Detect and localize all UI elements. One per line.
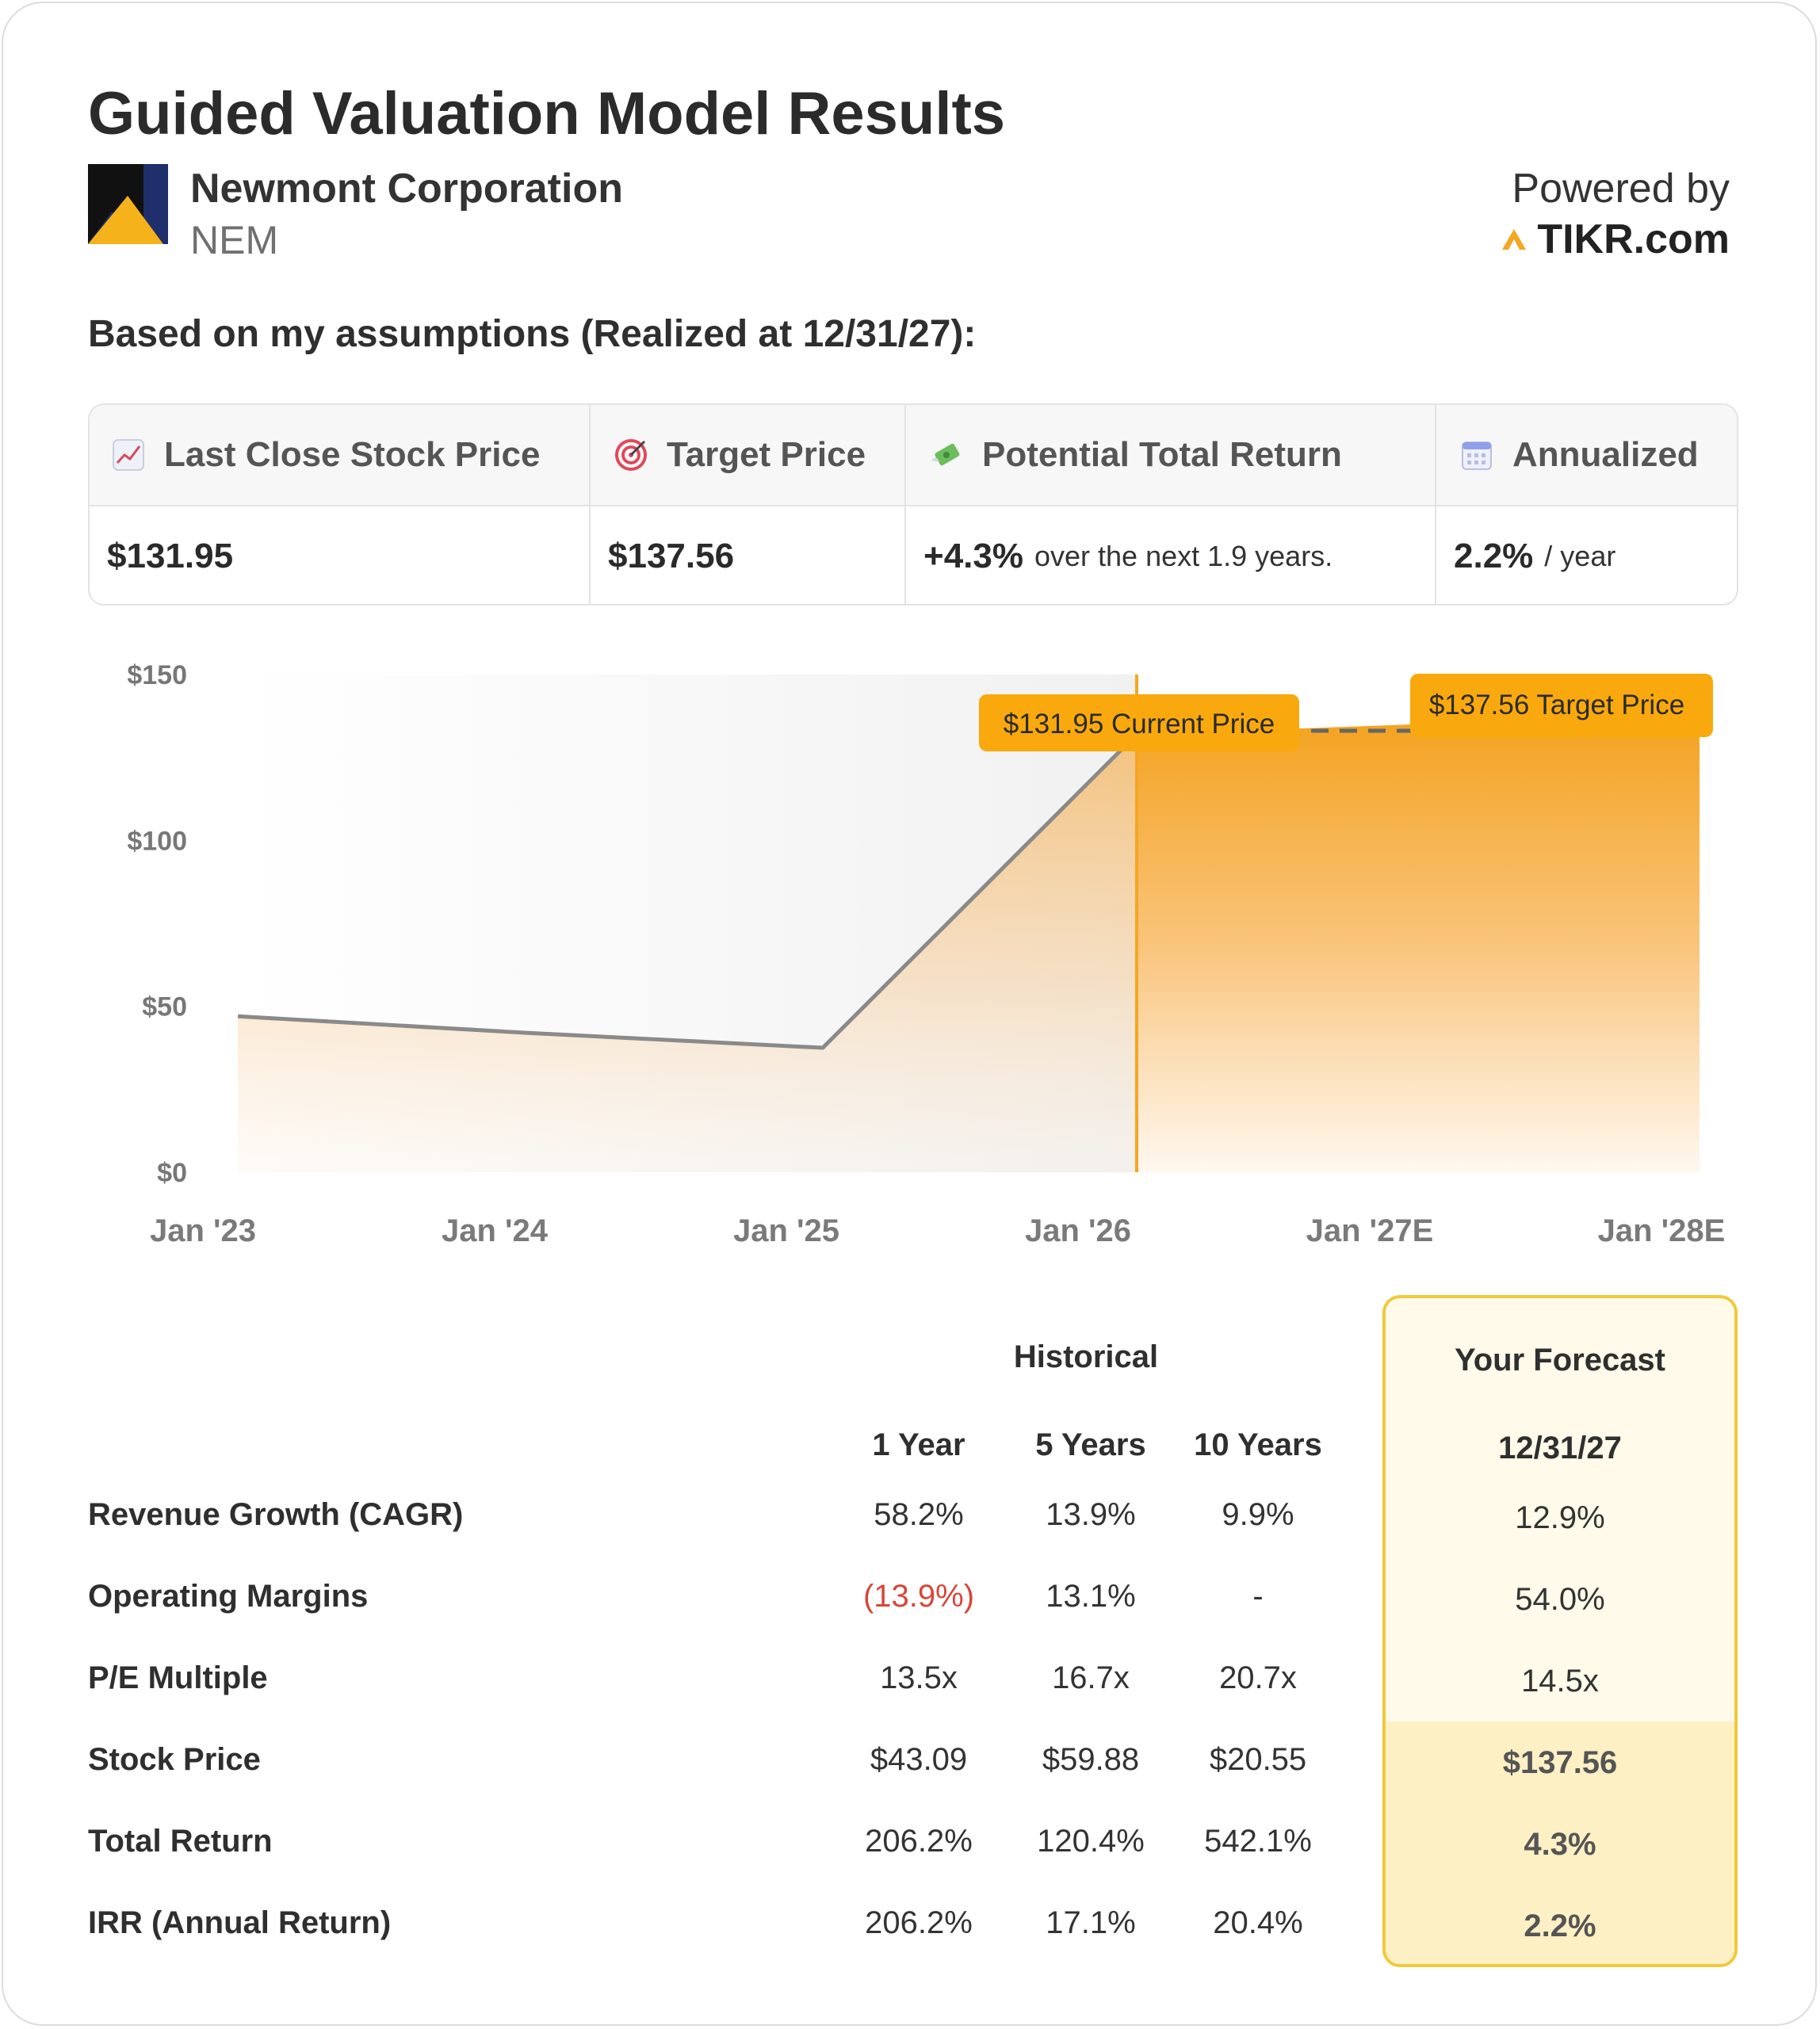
cell-5-years: 120.4% <box>1037 1824 1145 1859</box>
header-label: Last Close Stock Price <box>164 435 541 474</box>
chart-increasing-icon <box>113 439 144 471</box>
header-label: Annualized <box>1512 435 1699 474</box>
total-return-note: over the next 1.9 years. <box>1034 539 1333 572</box>
cell-10-years: 542.1% <box>1204 1824 1312 1859</box>
col-header-forecast-date: 12/31/27 <box>1498 1431 1622 1465</box>
cell-forecast: 2.2% <box>1524 1909 1596 1943</box>
tikr-logo-icon <box>1502 229 1527 250</box>
cell-10-years: $20.55 <box>1209 1742 1307 1777</box>
cell-5-years: $59.88 <box>1042 1742 1140 1777</box>
forecast-header: Your Forecast <box>1455 1343 1665 1378</box>
cell-forecast: 54.0% <box>1515 1582 1605 1617</box>
target-price-tag <box>1410 674 1713 737</box>
summary-table: Last Close Stock Price Target Price Pote… <box>88 403 1738 606</box>
cell-10-years: 20.7x <box>1219 1660 1297 1695</box>
row-label: IRR (Annual Return) <box>88 1905 392 1940</box>
annualized-note: / year <box>1544 539 1616 572</box>
cell-1-year: (13.9%) <box>862 1579 975 1614</box>
historical-area <box>238 734 1137 1172</box>
target-price-value: $137.56 <box>608 536 735 575</box>
y-tick-label: $50 <box>142 992 187 1022</box>
row-label: Operating Margins <box>88 1579 369 1614</box>
divider <box>1435 405 1436 604</box>
header-annualized: Annualized <box>1460 405 1699 505</box>
header-total-return: Potential Total Return <box>930 405 1342 505</box>
current-price-tag <box>979 694 1299 751</box>
divider <box>904 405 906 604</box>
row-label: Stock Price <box>88 1742 261 1777</box>
cell-1-year: 58.2% <box>874 1497 964 1532</box>
cell-5-years: 17.1% <box>1046 1905 1136 1940</box>
money-with-wings-icon <box>931 443 960 466</box>
x-tick-label: Jan '28E <box>1598 1213 1726 1248</box>
target-price-label: $137.56 Target Price <box>1429 690 1684 720</box>
header-label: Target Price <box>667 435 866 474</box>
total-return-value: +4.3% <box>923 536 1023 575</box>
tikr-brand[interactable]: TIKR.com <box>1501 216 1730 263</box>
x-tick-label: Jan '27E <box>1306 1213 1434 1248</box>
cell-10-years: 20.4% <box>1213 1905 1303 1940</box>
x-tick-label: Jan '24 <box>442 1213 549 1248</box>
header-label: Potential Total Return <box>982 435 1342 474</box>
row-label: Revenue Growth (CAGR) <box>88 1497 464 1532</box>
target-icon <box>615 439 647 471</box>
total-return-cell: +4.3% over the next 1.9 years. <box>923 506 1333 604</box>
col-header-1-year: 1 Year <box>872 1427 965 1462</box>
assumptions-subtitle: Based on my assumptions (Realized at 12/… <box>88 313 977 355</box>
historical-price-line <box>237 732 1138 1050</box>
forecast-results-band <box>1386 1721 1734 1964</box>
annualized-value: 2.2% <box>1454 536 1534 575</box>
row-label: Total Return <box>88 1824 273 1859</box>
current-price-label: $131.95 Current Price <box>1004 709 1275 739</box>
cell-forecast: 4.3% <box>1524 1827 1596 1862</box>
cell-5-years: 16.7x <box>1052 1660 1130 1695</box>
cell-1-year: 13.5x <box>880 1660 958 1695</box>
tikr-brand-text: TIKR.com <box>1537 216 1730 262</box>
forecast-area <box>1137 714 1700 1172</box>
cell-10-years: - <box>1252 1579 1264 1614</box>
cell-forecast: 14.5x <box>1521 1664 1599 1698</box>
ticker-symbol: NEM <box>190 218 279 262</box>
price-chart: $150 $100 $50 $0 Jan '23 Jan '24 Jan '25 Jan '2… <box>127 660 1726 1248</box>
col-header-5-years: 5 Years <box>1035 1427 1146 1462</box>
cell-1-year: 206.2% <box>865 1905 973 1940</box>
annualized-cell: 2.2% / year <box>1454 506 1616 604</box>
y-tick-label: $0 <box>157 1158 187 1188</box>
powered-by-label: Powered by <box>1512 166 1730 212</box>
company-logo <box>88 164 168 244</box>
cell-1-year: 206.2% <box>865 1824 973 1859</box>
col-header-10-years: 10 Years <box>1194 1427 1322 1462</box>
cell-1-year: $43.09 <box>870 1742 968 1777</box>
divider <box>589 405 591 604</box>
calendar-icon <box>1462 441 1492 470</box>
header-last-close: Last Close Stock Price <box>112 405 540 505</box>
row-label: P/E Multiple <box>88 1660 268 1695</box>
y-tick-label: $150 <box>127 660 187 690</box>
x-tick-label: Jan '23 <box>150 1213 256 1248</box>
cell-forecast: 12.9% <box>1515 1500 1605 1535</box>
cell-forecast: $137.56 <box>1502 1745 1618 1780</box>
cell-5-years: 13.1% <box>1046 1579 1136 1614</box>
x-tick-label: Jan '25 <box>733 1213 839 1248</box>
cell-10-years: 9.9% <box>1222 1497 1294 1532</box>
historical-header: Historical <box>1013 1339 1159 1374</box>
company-name: Newmont Corporation <box>190 166 623 212</box>
page-title: Guided Valuation Model Results <box>88 80 1006 147</box>
header-target-price: Target Price <box>614 405 866 505</box>
y-tick-label: $100 <box>127 826 187 856</box>
cell-5-years: 13.9% <box>1046 1497 1136 1532</box>
last-close-value: $131.95 <box>107 536 234 575</box>
forecast-column <box>1382 1295 1738 1967</box>
x-tick-label: Jan '26 <box>1025 1213 1131 1248</box>
